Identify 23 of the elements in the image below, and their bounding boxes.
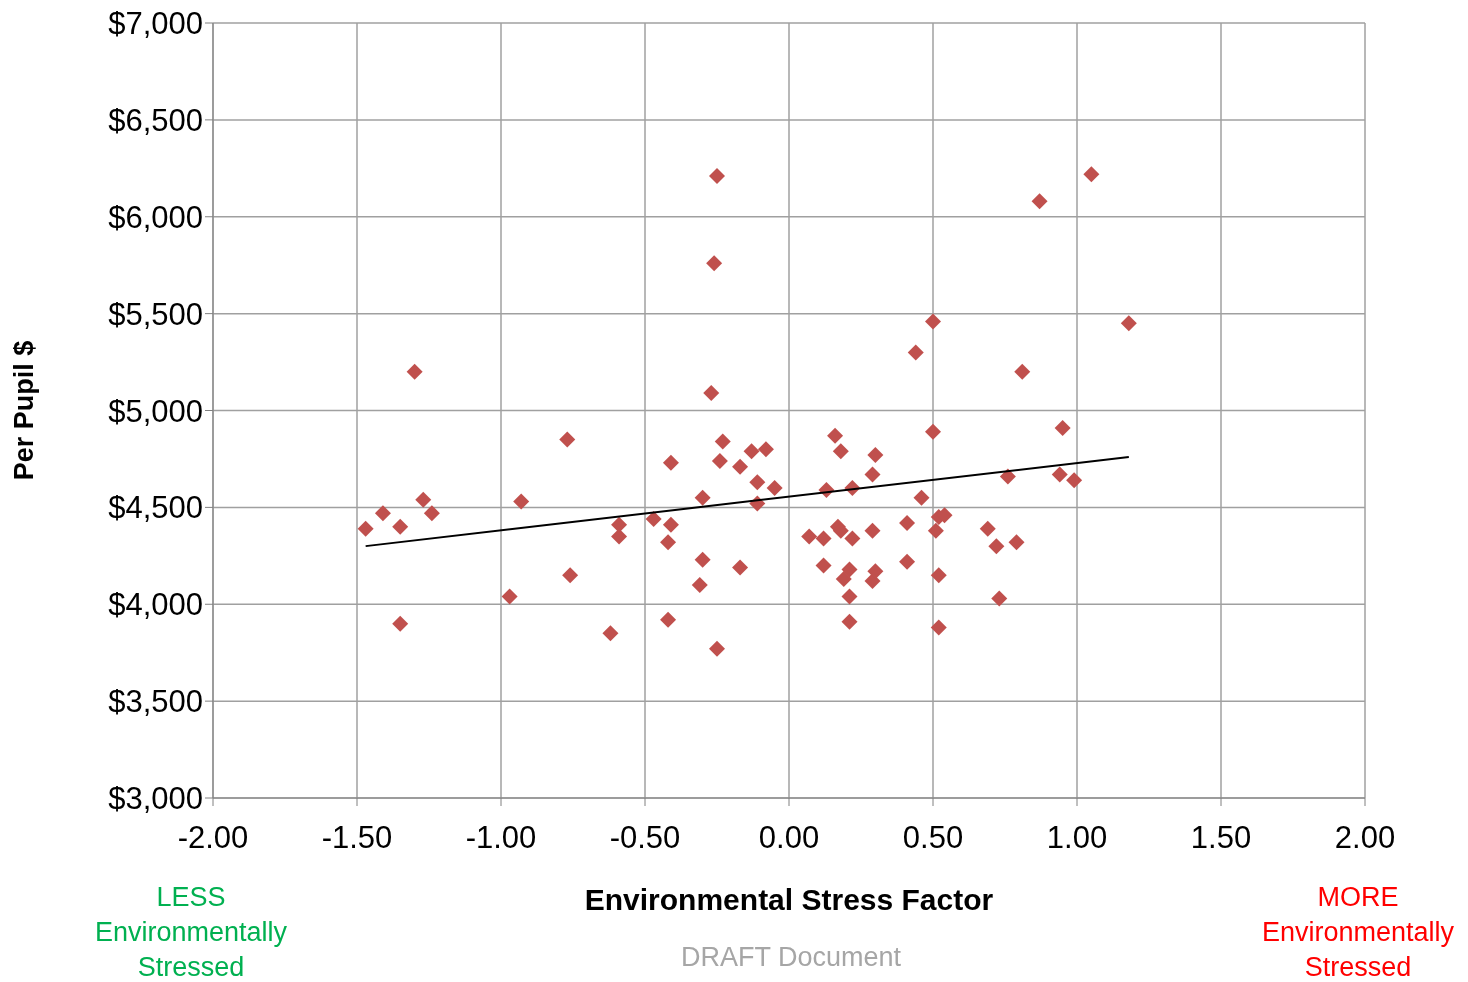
text: DRAFT Document <box>680 941 902 974</box>
y-tick-label: $4,500 <box>108 490 203 526</box>
y-tick-label: $7,000 <box>108 6 203 42</box>
x-tick-label: 1.00 <box>1046 820 1108 856</box>
x-tick-label: 1.50 <box>1190 820 1252 856</box>
y-tick-label: $5,500 <box>108 296 203 332</box>
y-tick-label: $3,000 <box>108 781 203 817</box>
y-tick-label: $5,000 <box>108 393 203 429</box>
y-axis-title: Per Pupil $ <box>8 340 39 481</box>
text: MORE Environmentally Stressed <box>1260 881 1456 978</box>
x-tick-label: 0.50 <box>902 820 964 856</box>
x-tick-label: -1.00 <box>465 820 537 856</box>
text: LESS Environmentally Stressed <box>93 881 289 978</box>
y-tick-label: $6,500 <box>108 102 203 138</box>
x-tick-label: -0.50 <box>609 820 681 856</box>
y-tick-label: $3,500 <box>108 684 203 720</box>
x-tick-label: -2.00 <box>177 820 249 856</box>
y-tick-label: $4,000 <box>108 587 203 623</box>
x-tick-label: -1.50 <box>321 820 393 856</box>
x-axis-title: Environmental Stress Factor <box>584 883 994 917</box>
x-tick-label: 0.00 <box>758 820 820 856</box>
x-tick-label: 2.00 <box>1334 820 1396 856</box>
y-tick-label: $6,000 <box>108 199 203 235</box>
